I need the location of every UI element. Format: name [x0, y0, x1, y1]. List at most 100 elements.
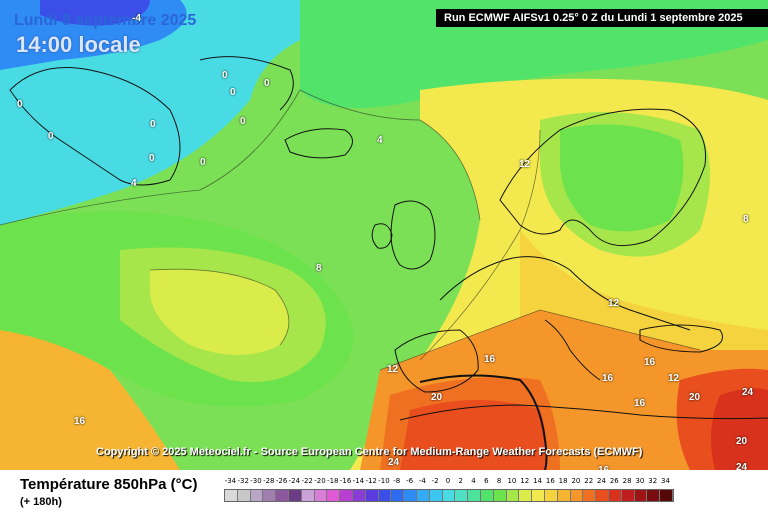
- contour-label: 8: [316, 263, 322, 274]
- legend-swatch: [288, 490, 302, 501]
- legend-tick: 34: [661, 477, 670, 485]
- legend-tick: -28: [263, 477, 275, 485]
- legend-tick: -30: [250, 477, 262, 485]
- legend-swatch: [416, 490, 430, 501]
- contour-label: -4: [132, 13, 141, 24]
- legend-tick: -34: [224, 477, 237, 485]
- legend-tick: -10: [378, 477, 390, 485]
- contour-line-12: [419, 129, 541, 361]
- legend-tick: 16: [545, 477, 555, 485]
- forecast-date: Lundi 8 septembre 2025: [14, 12, 197, 29]
- contour-label: 16: [598, 465, 609, 470]
- legend-swatch: [404, 490, 417, 501]
- legend-tick: 32: [648, 477, 658, 485]
- legend-tick: 0: [445, 477, 451, 485]
- contour-label: 16: [484, 354, 496, 365]
- legend-swatch: [621, 490, 635, 501]
- contour-line-4: [299, 89, 481, 221]
- contour-label: 0: [200, 157, 206, 168]
- legend-tick: 22: [584, 477, 594, 485]
- contour-label: 0: [150, 119, 156, 130]
- legend-swatch: [583, 490, 597, 501]
- legend-swatch: [250, 490, 264, 501]
- legend-swatch: [429, 490, 443, 501]
- legend-swatch: [506, 490, 520, 501]
- coast-iceland: [284, 128, 353, 159]
- coast-black-sea: [639, 324, 723, 353]
- contour-line-8: [149, 268, 290, 346]
- legend-tick: 6: [484, 477, 489, 485]
- field-atlantic-yellow: [150, 269, 289, 355]
- coast-scandinavia: [499, 108, 707, 247]
- contour-label: 0: [230, 87, 236, 98]
- legend-tick: -18: [327, 477, 339, 485]
- legend-swatch: [634, 490, 648, 501]
- contour-label: 24: [388, 457, 400, 468]
- legend-swatch: [570, 490, 584, 501]
- contour-label: 12: [608, 298, 620, 309]
- contour-label: 20: [431, 392, 443, 403]
- coast-italy: [544, 319, 601, 381]
- legend-tick: -12: [365, 477, 377, 485]
- legend-tick: 2: [458, 477, 463, 485]
- contour-label: 16: [74, 416, 86, 427]
- legend-swatch: [442, 490, 456, 501]
- contour-label: 16: [634, 398, 646, 409]
- legend-tick: 8: [496, 477, 502, 485]
- legend-bar: Température 850hPa (°C) (+ 180h) -34 -32-…: [0, 470, 768, 512]
- legend-tick: -32: [237, 477, 249, 485]
- coast-europe: [439, 256, 691, 331]
- legend-swatch: [263, 490, 277, 501]
- legend-swatch: [225, 490, 238, 501]
- legend-tick: 14: [533, 477, 542, 485]
- legend-swatch: [365, 490, 379, 501]
- contour-label: 0: [149, 153, 155, 164]
- contour-label: 12: [519, 159, 531, 170]
- coast-north-africa: [399, 404, 768, 421]
- legend-swatch: [647, 490, 661, 501]
- coast-iberia: [394, 329, 479, 393]
- legend-swatch: [493, 490, 507, 501]
- legend-swatch: [557, 490, 571, 501]
- legend-swatch: [378, 490, 392, 501]
- field-mid-green: [300, 0, 768, 108]
- contour-label: 4: [377, 135, 383, 146]
- legend-swatch: [519, 490, 533, 501]
- contour-line-16: [379, 309, 701, 371]
- contour-label: 8: [743, 214, 749, 225]
- field-east-darkred: [711, 388, 768, 470]
- coast-ireland: [371, 223, 393, 249]
- legend-swatch: [596, 490, 609, 501]
- forecast-time: 14:00 locale: [16, 32, 141, 57]
- legend-tick: -6: [406, 477, 414, 485]
- model-run-banner: Run ECMWF AIFSv1 0.25° 0 Z du Lundi 1 se…: [436, 9, 768, 27]
- legend-swatch: [327, 490, 341, 501]
- legend-tick: -24: [288, 477, 301, 485]
- legend-tick: 24: [597, 477, 606, 485]
- legend-colorbar: [224, 489, 674, 502]
- legend-tick: -26: [275, 477, 288, 485]
- legend-swatch: [608, 490, 622, 501]
- legend-tick: 10: [507, 477, 517, 485]
- contour-label: 12: [668, 373, 680, 384]
- legend-tick: 28: [622, 477, 632, 485]
- legend-swatch: [237, 490, 251, 501]
- legend-tick: -2: [431, 477, 439, 485]
- legend-swatch: [480, 490, 494, 501]
- legend-tick: -4: [418, 477, 426, 485]
- legend-swatch: [314, 490, 328, 501]
- legend-tick: 18: [558, 477, 568, 485]
- contour-label: 20: [736, 436, 748, 447]
- legend-tick: -14: [352, 477, 365, 485]
- legend-tick: -20: [314, 477, 326, 485]
- contour-label: 4: [131, 178, 137, 189]
- contour-label: 0: [264, 78, 270, 89]
- copyright-text: Copyright © 2025 Meteociel.fr - Source E…: [96, 446, 643, 458]
- variable-title: Température 850hPa (°C): [20, 476, 198, 493]
- field-sahara-red: [400, 400, 547, 470]
- contour-label: 0: [48, 131, 54, 142]
- contour-label: 0: [240, 116, 246, 127]
- legend-scale-ticks: -34 -32 -30 -28 -26 -24 -22 -20 -18 -16 -14 -12 -10-…: [224, 477, 672, 485]
- field-cold-darkblue: [40, 0, 150, 26]
- legend-swatch: [455, 490, 469, 501]
